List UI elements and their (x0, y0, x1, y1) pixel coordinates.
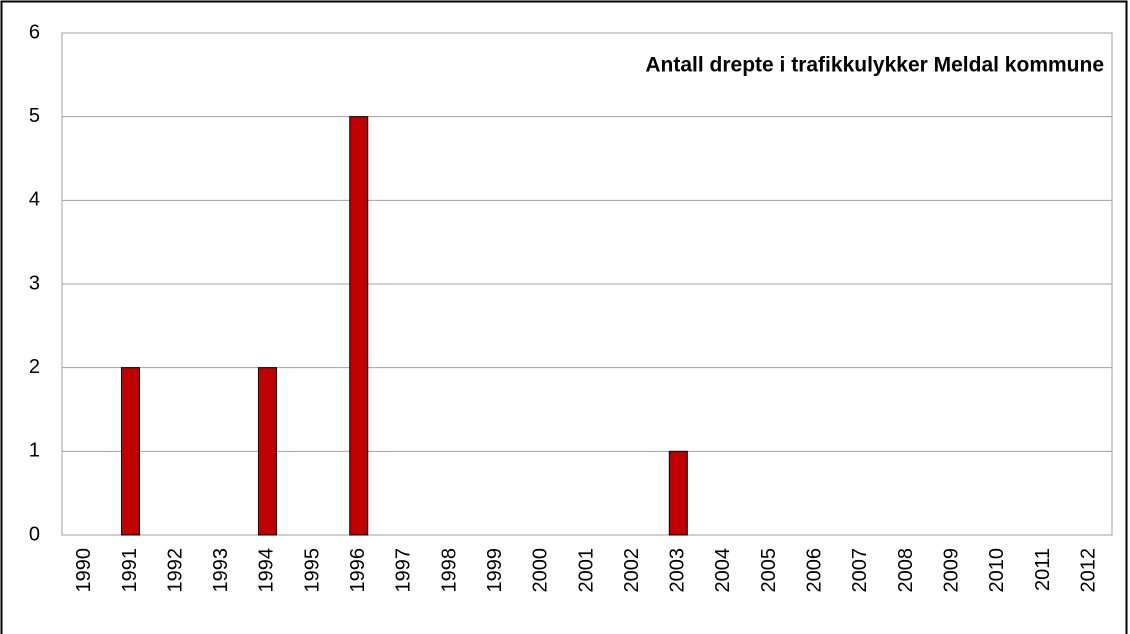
x-tick-label: 1992 (164, 548, 186, 593)
chart-title: Antall drepte i trafikkulykker Meldal ko… (645, 54, 1104, 77)
x-tick-label: 2003 (667, 548, 689, 593)
x-tick-label: 2000 (530, 548, 552, 593)
x-tick-label: 1995 (301, 548, 323, 593)
bar (349, 116, 369, 536)
x-tick-label: 2005 (758, 548, 780, 593)
x-tick-label: 2002 (621, 548, 643, 593)
x-tick-label: 2010 (986, 548, 1008, 593)
x-tick-label: 2004 (712, 548, 734, 593)
x-tick-label: 1993 (210, 548, 232, 593)
x-tick-label: 1991 (119, 548, 141, 593)
y-tick-label: 4 (29, 189, 40, 211)
y-tick-label: 2 (29, 356, 40, 378)
bar (257, 367, 277, 536)
x-tick-label: 2012 (1077, 548, 1099, 593)
bar (668, 450, 688, 536)
y-tick-label: 3 (29, 272, 40, 294)
x-tick-label: 1999 (484, 548, 506, 593)
x-tick-label: 2007 (849, 548, 871, 593)
x-tick-label: 1990 (73, 548, 95, 593)
y-tick-label: 5 (29, 105, 40, 127)
x-tick-label: 1994 (256, 548, 278, 593)
x-tick-label: 2009 (940, 548, 962, 593)
y-tick-label: 1 (29, 440, 40, 462)
bar (120, 367, 140, 536)
y-tick-label: 0 (29, 523, 40, 545)
x-tick-label: 1996 (347, 548, 369, 593)
y-tick-label: 6 (29, 21, 40, 43)
x-tick-label: 2011 (1032, 548, 1054, 591)
x-tick-label: 2001 (575, 548, 597, 593)
x-tick-label: 2006 (804, 548, 826, 593)
x-tick-label: 1998 (438, 548, 460, 593)
x-tick-label: 2008 (895, 548, 917, 593)
x-tick-label: 1997 (393, 548, 415, 593)
